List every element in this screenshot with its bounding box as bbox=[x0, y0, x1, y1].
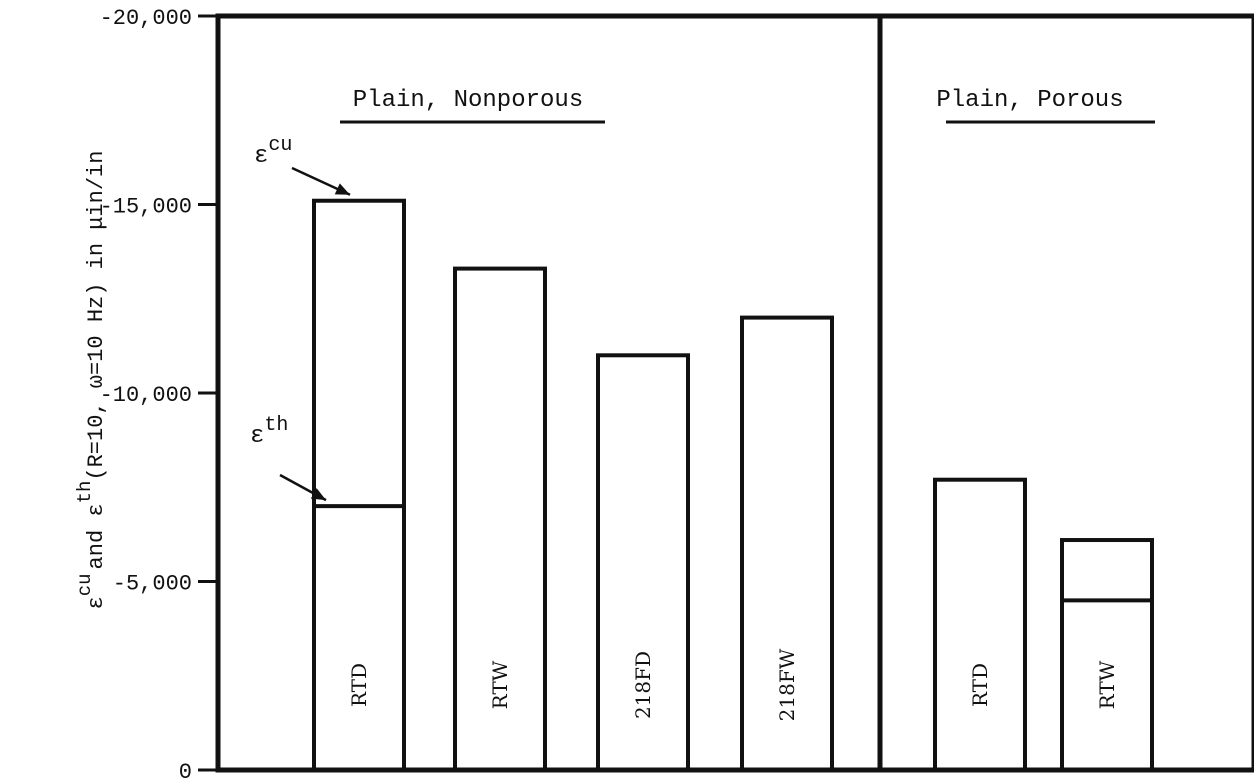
bar bbox=[933, 477, 1027, 772]
y-axis-label: εcu and εth(R=10, ω=10 Hz) in μin/in bbox=[74, 151, 109, 610]
annotation-epsilon: ε bbox=[254, 143, 268, 170]
annotation-superscript: cu bbox=[268, 134, 292, 157]
bar-category-label: RTD bbox=[968, 663, 992, 707]
y-tick-label: -15,000 bbox=[100, 195, 192, 220]
bars: RTD RTW 218FD 218FW RTD RTW bbox=[312, 198, 1154, 773]
y-tick-label: -5,000 bbox=[113, 572, 192, 597]
y-tick-label: -20,000 bbox=[100, 6, 192, 31]
bar bbox=[1060, 538, 1154, 773]
ylabel-and-epsilon: and ε bbox=[84, 503, 109, 569]
bar-category-label: RTD bbox=[347, 663, 371, 707]
y-tick-label: 0 bbox=[179, 760, 192, 778]
group-label: Plain, Porous bbox=[936, 87, 1123, 114]
annotation-arrowhead bbox=[310, 488, 326, 501]
annotation-label: εth bbox=[250, 414, 288, 450]
annotation-arrowhead bbox=[334, 183, 350, 195]
y-tick-label: -10,000 bbox=[100, 383, 192, 408]
annotation-superscript: th bbox=[264, 414, 288, 437]
bar-category-label: 218FW bbox=[775, 648, 799, 721]
annotation-label: εcu bbox=[254, 134, 292, 170]
ylabel-sup-th: th bbox=[74, 481, 96, 504]
bar-category-label: 218FD bbox=[631, 651, 655, 719]
ylabel-epsilon-cu: ε bbox=[84, 596, 109, 609]
plot-frame bbox=[215, 13, 1254, 773]
bar-category-label: RTW bbox=[488, 660, 512, 709]
ylabel-sup-cu: cu bbox=[74, 573, 96, 596]
group-label: Plain, Nonporous bbox=[353, 87, 583, 114]
annotation-epsilon: ε bbox=[250, 423, 264, 450]
bar-category-label: RTW bbox=[1095, 660, 1119, 709]
group-labels: Plain, Nonporous Plain, Porous bbox=[340, 87, 1155, 124]
y-axis-ticks: 0 -5,000 -10,000 -15,000 -20,000 bbox=[100, 6, 218, 778]
svg-text:εcuand εth(R=10, ω=10 Hz) in μ: εcu and εth(R=10, ω=10 Hz) in μin/in bbox=[74, 151, 109, 610]
ylabel-conditions: (R=10, ω=10 Hz) in μin/in bbox=[84, 151, 109, 481]
